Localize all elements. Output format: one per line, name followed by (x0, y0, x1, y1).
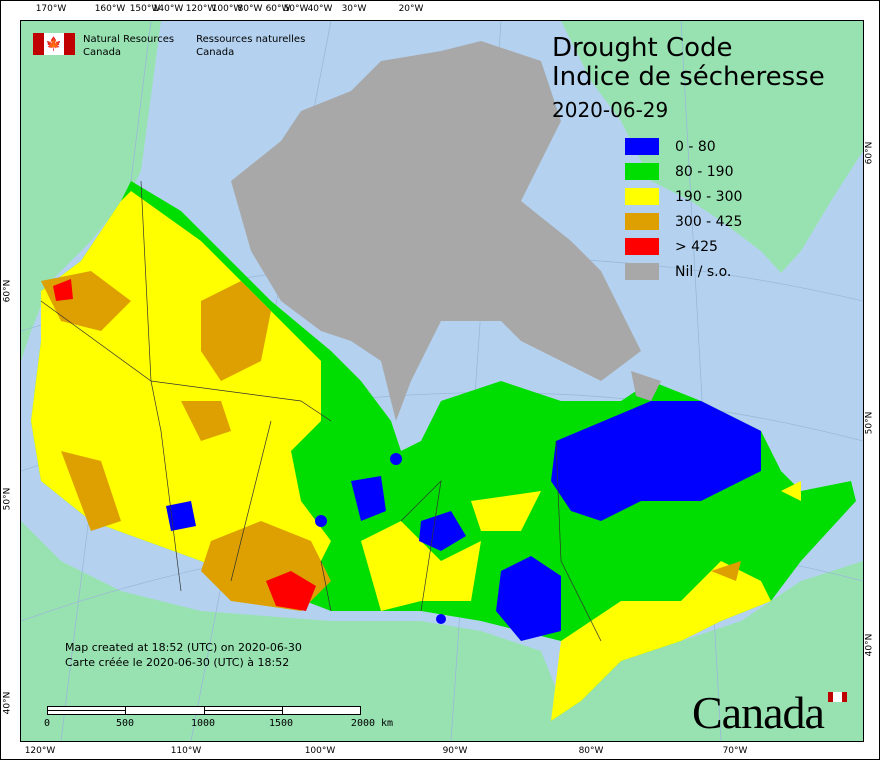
top-tick-label: 40°W (307, 4, 333, 14)
labrador-nil-area (631, 371, 661, 401)
top-tick-label: 150°W (129, 4, 161, 14)
alaska (21, 21, 161, 361)
legend-swatch (625, 188, 659, 205)
legend-swatch (625, 138, 659, 155)
arctic-nil-area (231, 41, 641, 421)
legend-item: 80 - 190 (625, 159, 742, 184)
left-tick-label: 60°N (2, 279, 13, 303)
scale-label: 1000 (190, 718, 216, 729)
legend-swatch (625, 213, 659, 230)
nrcan-signature: 🍁 Natural Resources Canada Ressources nat… (33, 33, 305, 59)
wordmark-flag-icon (828, 692, 847, 702)
top-tick-label: 120°W (185, 4, 217, 14)
top-tick-label: 20°W (398, 4, 424, 14)
left-tick-label: 50°N (2, 487, 13, 511)
bottom-tick-label: 110°W (170, 746, 202, 756)
legend-item: > 425 (625, 234, 742, 259)
agency-name-en: Natural Resources Canada (83, 34, 175, 58)
creation-note: Map created at 18:52 (UTC) on 2020-06-30… (65, 641, 302, 669)
top-tick-label: 160°W (94, 4, 126, 14)
top-tick-label: 140°W (152, 4, 184, 14)
class-0-80 (166, 401, 761, 641)
legend: 0 - 80 80 - 190 190 - 300 300 - 425 > 42… (625, 134, 742, 284)
right-tick-label: 60°N (864, 141, 875, 165)
canada-flag-icon: 🍁 (33, 33, 75, 55)
agency-name-fr: Ressources naturelles Canada (196, 34, 306, 58)
top-tick-label: 50°W (283, 4, 309, 14)
map-date: 2020-06-29 (552, 98, 669, 122)
right-tick-label: 50°N (864, 411, 875, 435)
scale-label: 2000 km (350, 718, 394, 729)
legend-swatch (625, 238, 659, 255)
left-tick-label: 40°N (2, 691, 13, 715)
top-tick-label: 170°W (35, 4, 67, 14)
legend-item: 0 - 80 (625, 134, 742, 159)
legend-item: 190 - 300 (625, 184, 742, 209)
canada-wordmark: Canada (692, 687, 825, 738)
scale-label: 1500 (268, 718, 294, 729)
top-tick-label: 60°W (265, 4, 291, 14)
map-area (20, 20, 864, 742)
legend-swatch (625, 163, 659, 180)
bottom-tick-label: 90°W (442, 746, 468, 756)
class-over-425 (53, 279, 316, 611)
scale-label: 500 (115, 718, 135, 729)
class-300-425 (41, 271, 741, 611)
map-title: Drought Code Indice de sécheresse (552, 33, 825, 92)
top-tick-label: 80°W (237, 4, 263, 14)
legend-swatch (625, 263, 659, 280)
scale-bar (47, 706, 361, 715)
bottom-tick-label: 100°W (304, 746, 336, 756)
drought-map (21, 21, 863, 741)
bottom-tick-label: 80°W (578, 746, 604, 756)
legend-item: Nil / s.o. (625, 259, 742, 284)
top-tick-label: 100°W (211, 4, 243, 14)
right-tick-label: 40°N (864, 633, 875, 657)
usa (21, 521, 863, 741)
top-tick-label: 30°W (341, 4, 367, 14)
legend-item: 300 - 425 (625, 209, 742, 234)
greenland (561, 21, 863, 273)
bottom-tick-label: 120°W (24, 746, 56, 756)
provincial-borders (40, 180, 602, 642)
scale-label: 0 (43, 718, 51, 729)
bottom-tick-label: 70°W (722, 746, 748, 756)
